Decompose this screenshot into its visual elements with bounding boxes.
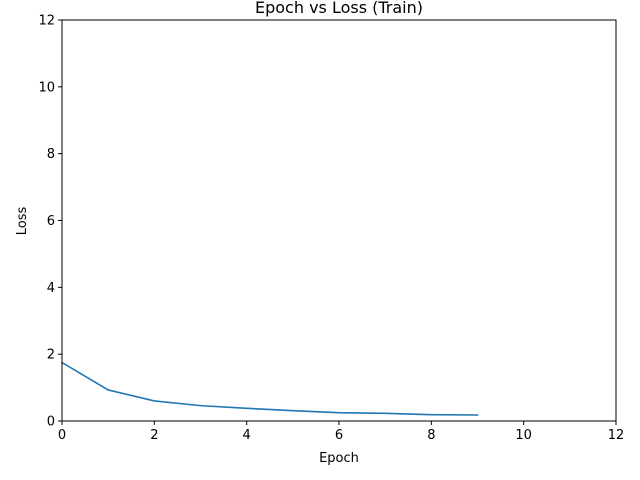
x-tick-label: 8 [427, 428, 435, 443]
y-axis-ticks: 0 2 4 6 8 10 12 [38, 14, 62, 430]
y-tick-label: 6 [47, 214, 55, 229]
y-axis-label: Loss [15, 207, 30, 236]
y-tick-label: 0 [47, 415, 55, 430]
x-axis-label: Epoch [319, 451, 359, 466]
y-tick-label: 12 [38, 14, 55, 29]
y-tick-label: 10 [38, 80, 55, 95]
x-tick-label: 12 [608, 428, 625, 443]
y-tick-label: 4 [47, 281, 55, 296]
series-line-1 [60, 361, 479, 416]
x-tick-label: 4 [243, 428, 251, 443]
x-axis-ticks: 0 2 4 6 8 10 12 [58, 421, 624, 443]
y-tick-label: 2 [47, 348, 55, 363]
y-tick-label: 8 [47, 147, 55, 162]
x-tick-label: 2 [150, 428, 158, 443]
series-layer [60, 361, 479, 416]
chart-title: Epoch vs Loss (Train) [255, 0, 423, 17]
axes-frame [61, 19, 617, 422]
x-tick-label: 0 [58, 428, 66, 443]
x-tick-label: 6 [335, 428, 343, 443]
x-tick-label: 10 [515, 428, 532, 443]
